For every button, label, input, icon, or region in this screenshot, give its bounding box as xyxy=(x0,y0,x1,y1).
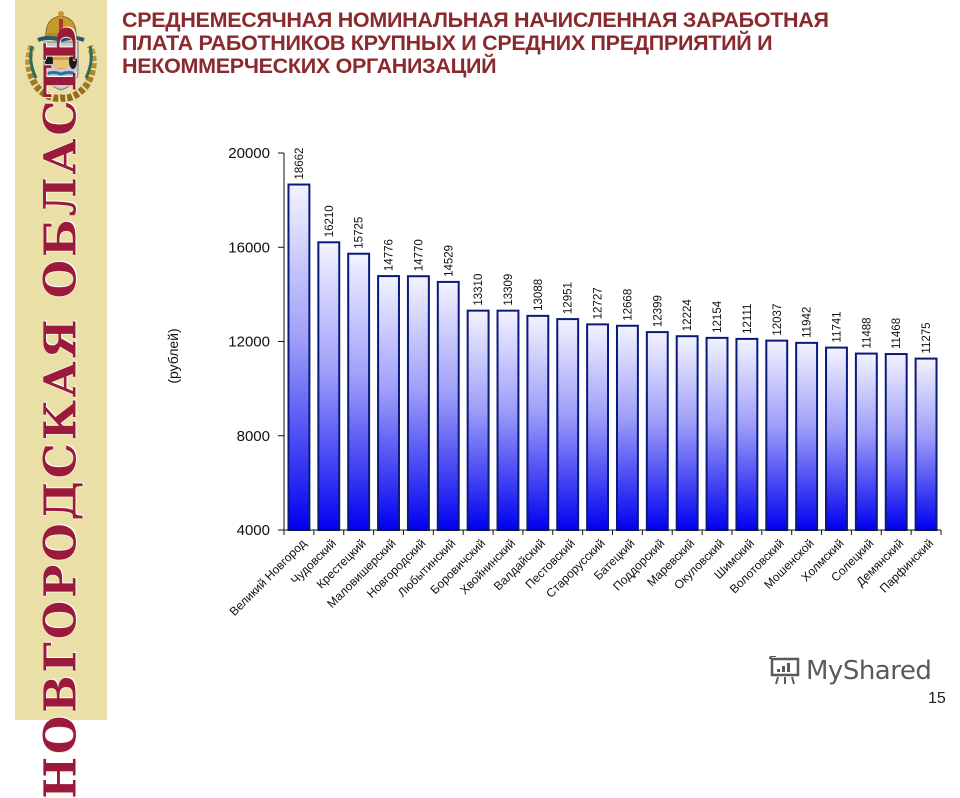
bar: 12111 xyxy=(735,304,759,531)
bar-value-label: 12224 xyxy=(682,299,694,332)
bar-value-label: 13309 xyxy=(503,274,515,306)
bar: 13309 xyxy=(496,274,520,531)
bar: 14776 xyxy=(377,239,400,532)
bar-value-label: 14770 xyxy=(413,239,425,271)
bar: 13310 xyxy=(466,274,490,531)
bar-value-label: 11741 xyxy=(831,311,843,342)
y-tick-label: 12000 xyxy=(228,334,270,351)
bars: 18662 16210 15725 14776 14770 14529 13310 13309… xyxy=(287,148,938,532)
bar: 11942 xyxy=(795,307,819,532)
page-number: 15 xyxy=(928,690,946,707)
bar: 16210 xyxy=(317,205,341,531)
bar-value-label: 12154 xyxy=(712,300,724,333)
bar-value-label: 11468 xyxy=(891,318,903,349)
bar-value-label: 13310 xyxy=(473,274,485,306)
bar: 12668 xyxy=(615,289,639,531)
y-tick-label: 16000 xyxy=(228,239,270,256)
bar: 11275 xyxy=(914,322,938,532)
bar: 12224 xyxy=(675,299,699,531)
bar: 12037 xyxy=(765,304,789,531)
x-axis: Великий НовгородЧудовскийКрестецкийМалов… xyxy=(227,529,942,619)
watermark-text: MyShared xyxy=(806,656,932,686)
bar: 12154 xyxy=(705,300,729,531)
bar-value-label: 11488 xyxy=(861,317,873,348)
y-axis: 4000 8000 12000 16000 20000 xyxy=(228,145,285,539)
bar-value-label: 18662 xyxy=(294,148,306,180)
bar-value-label: 14776 xyxy=(384,239,396,271)
y-tick-label: 4000 xyxy=(237,522,270,539)
bar: 12399 xyxy=(645,295,669,532)
y-tick-label: 20000 xyxy=(228,145,270,162)
slide-title: СРЕДНЕМЕСЯЧНАЯ НОМИНАЛЬНАЯ НАЧИСЛЕННАЯ З… xyxy=(122,8,829,78)
bar: 11488 xyxy=(854,317,878,531)
bar: 14529 xyxy=(436,245,460,531)
bar-value-label: 12037 xyxy=(772,304,784,336)
bar-value-label: 12727 xyxy=(593,287,605,319)
bar: 15725 xyxy=(347,217,371,532)
bar: 11468 xyxy=(884,318,908,531)
bar-value-label: 12668 xyxy=(622,289,634,321)
bar-value-label: 12951 xyxy=(563,282,575,314)
bar-value-label: 11275 xyxy=(921,322,933,353)
presentation-board-icon xyxy=(769,656,800,685)
bar-value-label: 11942 xyxy=(802,307,814,338)
bar-value-label: 16210 xyxy=(324,205,336,237)
bar: 12727 xyxy=(586,287,610,531)
y-axis-label: (рублей) xyxy=(165,328,181,383)
y-tick-label: 8000 xyxy=(237,428,270,445)
bar-value-label: 12111 xyxy=(742,304,754,334)
bar-value-label: 14529 xyxy=(443,245,455,277)
bar: 11741 xyxy=(825,311,848,531)
bar-value-label: 13088 xyxy=(533,279,545,311)
myshared-watermark: MyShared xyxy=(768,656,932,686)
bar: 12951 xyxy=(556,282,580,532)
bar-value-label: 12399 xyxy=(652,295,664,327)
side-banner xyxy=(15,0,107,720)
bar-value-label: 15725 xyxy=(354,217,366,249)
bar: 13088 xyxy=(526,279,550,532)
bar: 18662 xyxy=(287,148,311,532)
bar: 14770 xyxy=(406,239,430,531)
novgorod-coat-of-arms-icon xyxy=(25,11,97,102)
